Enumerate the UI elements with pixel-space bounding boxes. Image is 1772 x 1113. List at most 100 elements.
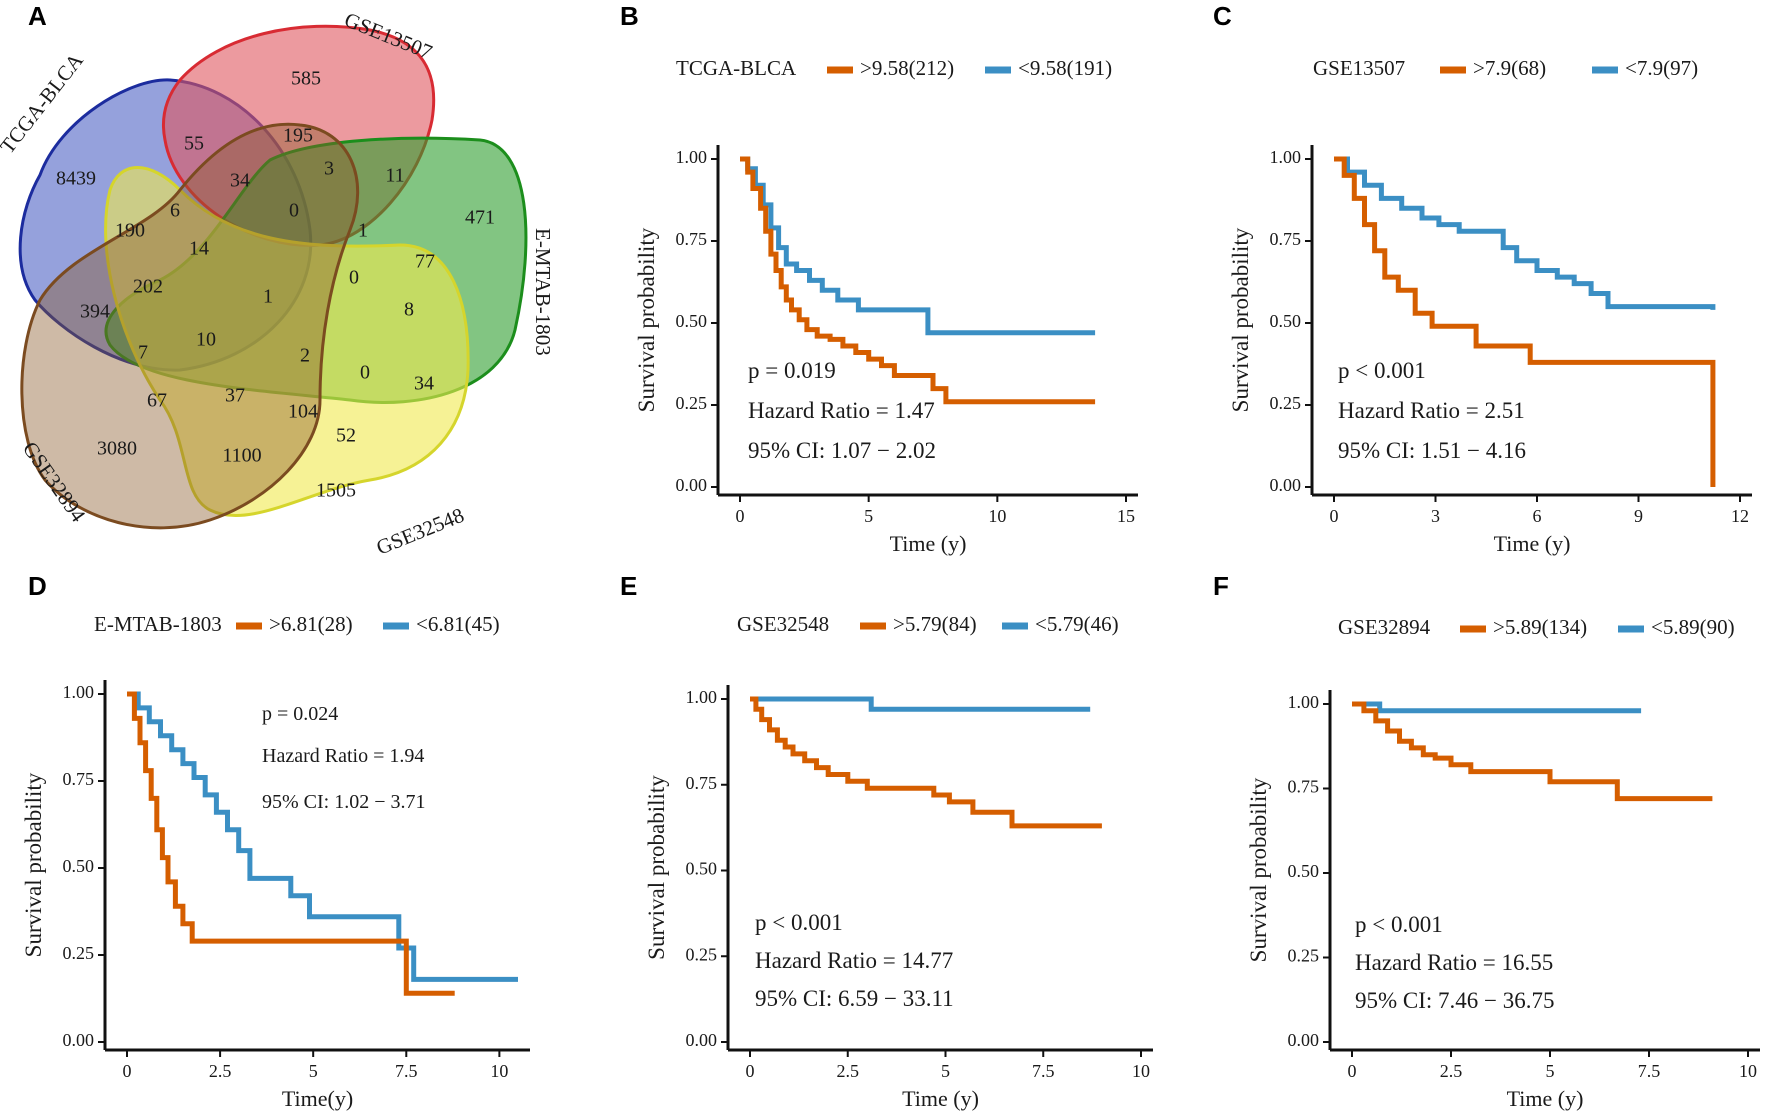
venn-label-gse32548: GSE32548 (373, 503, 467, 560)
km-curve-high (1352, 701, 1713, 802)
km-panel-d: 0.00 0.25 0.50 0.75 1.00 0 2.5 5 7.5 10 Time(y) Sur… (21, 612, 530, 1111)
km-curve-low (750, 696, 1091, 712)
legend-label-low: <5.89(90) (1651, 615, 1735, 639)
km-curve-high (750, 696, 1102, 829)
stat-annotation: p < 0.001 (1355, 912, 1443, 937)
venn-region-value: 1505 (316, 480, 356, 502)
y-tick-label: 0.75 (686, 773, 718, 793)
stat-annotation: Hazard Ratio = 14.77 (755, 948, 953, 973)
venn-region-value: 394 (80, 301, 110, 323)
venn-region-value: 0 (349, 267, 359, 289)
y-tick-label: 1.00 (676, 147, 708, 167)
x-tick-label: 10 (1132, 1061, 1150, 1081)
venn-region-value: 1 (358, 220, 368, 242)
legend-label-high: >5.89(134) (1493, 615, 1587, 639)
venn-region-value: 77 (415, 251, 435, 273)
x-tick-label: 15 (1117, 506, 1135, 526)
x-axis-title: Time (y) (890, 531, 967, 556)
x-tick-label: 2.5 (1440, 1061, 1463, 1081)
y-tick-label: 0.00 (1288, 1030, 1320, 1050)
y-tick-label: 0.25 (676, 393, 708, 413)
y-axis-title: Survival probability (634, 227, 659, 412)
venn-region-value: 55 (184, 133, 204, 155)
y-axis-title: Survival probability (644, 775, 669, 960)
stat-annotation: 95% CI: 7.46 − 36.75 (1355, 988, 1555, 1013)
y-tick-label: 0.50 (1288, 861, 1320, 881)
stat-annotation: 95% CI: 1.07 − 2.02 (748, 438, 936, 463)
y-tick-label: 0.75 (63, 769, 95, 789)
venn-region-value: 104 (288, 401, 318, 423)
venn-region-value: 0 (289, 200, 299, 222)
venn-region-value: 195 (283, 125, 313, 147)
legend-title: GSE32894 (1338, 615, 1431, 639)
x-tick-label: 2.5 (209, 1061, 232, 1081)
venn-region-value: 190 (115, 220, 145, 242)
legend-label-high: >6.81(28) (269, 612, 353, 636)
venn-region-value: 1 (263, 286, 273, 308)
y-tick-label: 0.50 (686, 859, 718, 879)
stat-annotation: p = 0.024 (262, 703, 338, 725)
venn-region-value: 14 (189, 238, 209, 260)
panel-letter-b: B (620, 1, 639, 31)
venn-region-value: 2 (300, 345, 310, 367)
venn-diagram: TCGA-BLCA GSE13507 E-MTAB-1803 GSE32548 … (0, 7, 555, 559)
x-tick-label: 6 (1533, 506, 1542, 526)
x-axis-title: Time(y) (282, 1086, 353, 1111)
legend-label-high: >9.58(212) (860, 56, 954, 80)
x-tick-label: 10 (490, 1061, 508, 1081)
x-tick-label: 7.5 (1032, 1061, 1055, 1081)
panel-letter-e: E (620, 571, 637, 601)
y-tick-label: 0.25 (686, 944, 718, 964)
x-tick-label: 5 (864, 506, 873, 526)
legend-label-high: >5.79(84) (893, 612, 977, 636)
venn-set-gse32894 (20, 122, 360, 530)
stat-annotation: 95% CI: 1.02 − 3.71 (262, 791, 426, 813)
y-tick-label: 0.25 (63, 943, 95, 963)
x-tick-label: 0 (1330, 506, 1339, 526)
y-tick-label: 1.00 (1270, 147, 1302, 167)
km-panel-e: 0.00 0.25 0.50 0.75 1.00 0 2.5 5 7.5 10 Time (y) Su… (644, 612, 1153, 1111)
legend-title: GSE32548 (737, 612, 829, 636)
y-tick-label: 1.00 (686, 687, 718, 707)
y-tick-label: 0.00 (686, 1030, 718, 1050)
venn-region-value: 11 (385, 165, 404, 187)
venn-region-value: 0 (360, 362, 370, 384)
y-axis-title: Survival probability (21, 772, 46, 957)
km-curve-low (1352, 701, 1642, 714)
x-axis-title: Time (y) (902, 1086, 979, 1111)
stat-annotation: p = 0.019 (748, 358, 836, 383)
venn-region-value: 7 (138, 342, 148, 364)
y-tick-label: 0.00 (63, 1030, 95, 1050)
legend-label-high: >7.9(68) (1473, 56, 1546, 80)
y-tick-label: 0.25 (1270, 393, 1302, 413)
km-curve-high (740, 156, 1096, 405)
km-curve-low (1334, 156, 1716, 310)
stat-annotation: Hazard Ratio = 16.55 (1355, 950, 1553, 975)
y-tick-label: 0.75 (1270, 229, 1302, 249)
x-tick-label: 10 (1739, 1061, 1757, 1081)
venn-set-gse32548 (104, 166, 470, 517)
x-tick-label: 0 (1348, 1061, 1357, 1081)
x-axis-title: Time (y) (1494, 531, 1571, 556)
km-curve-high (1334, 156, 1716, 487)
y-tick-label: 0.25 (1288, 946, 1320, 966)
y-tick-label: 0.00 (1270, 475, 1302, 495)
venn-region-value: 52 (336, 425, 356, 447)
venn-region-value: 585 (291, 68, 321, 90)
panel-letter-c: C (1213, 1, 1232, 31)
legend-title: TCGA-BLCA (676, 56, 797, 80)
legend-title: GSE13507 (1313, 56, 1405, 80)
y-tick-label: 0.75 (676, 229, 708, 249)
stat-annotation: p < 0.001 (1338, 358, 1426, 383)
x-tick-label: 3 (1431, 506, 1440, 526)
venn-region-value: 3080 (97, 438, 137, 460)
panel-letter-a: A (28, 1, 47, 31)
x-tick-label: 2.5 (837, 1061, 860, 1081)
y-tick-label: 0.50 (676, 311, 708, 331)
venn-region-value: 8 (404, 299, 414, 321)
km-panel-c: 0.00 0.25 0.50 0.75 1.00 0 3 6 9 12 Time (y) Surviv… (1228, 56, 1752, 556)
venn-region-value: 67 (147, 390, 167, 412)
panel-letter-f: F (1213, 571, 1229, 601)
x-tick-label: 5 (941, 1061, 950, 1081)
